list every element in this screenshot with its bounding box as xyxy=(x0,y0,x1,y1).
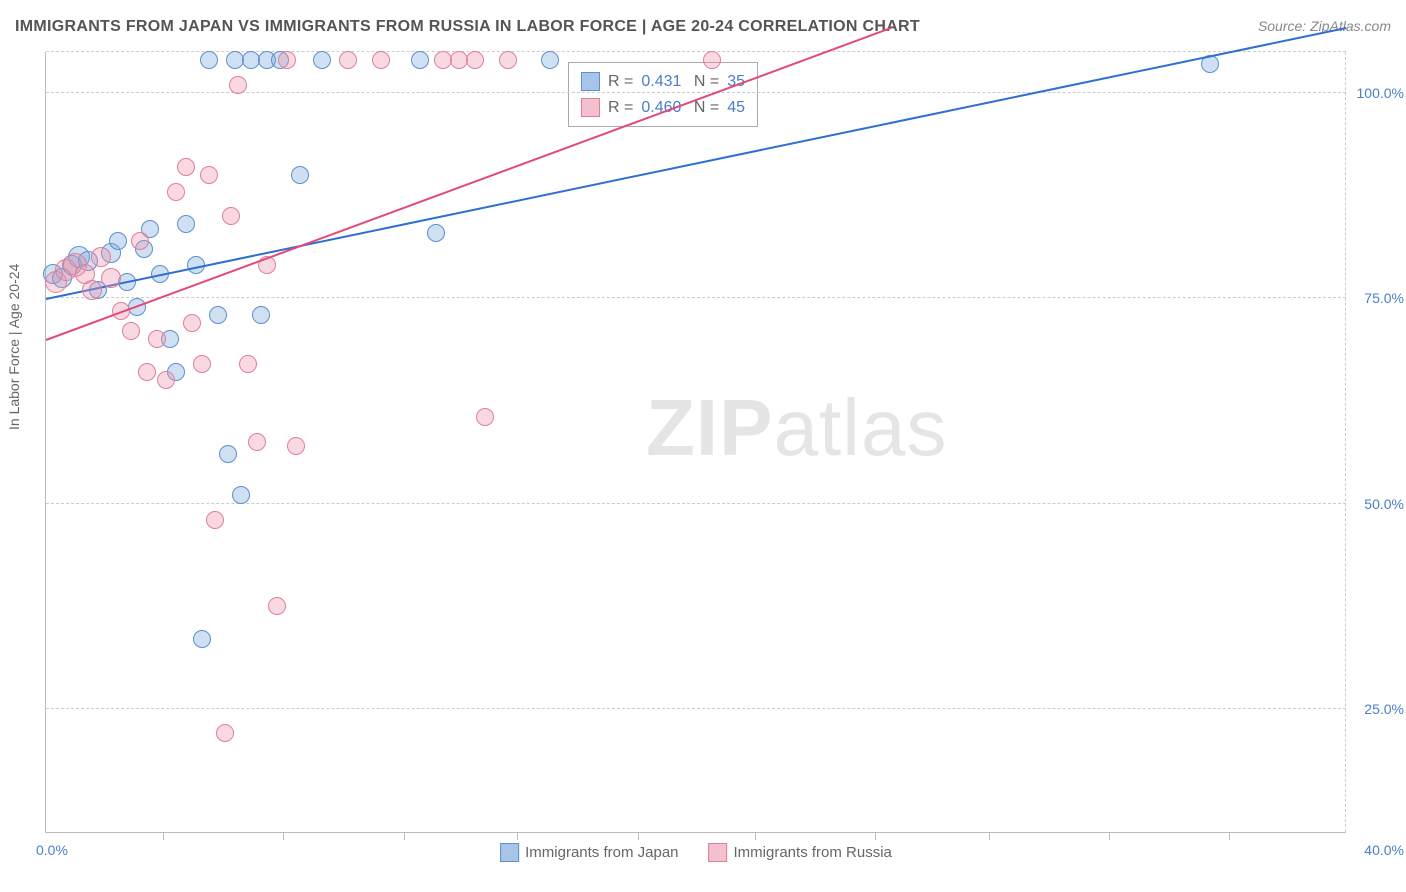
stats-box: R = 0.431 N = 35 R = 0.460 N = 45 xyxy=(568,62,758,127)
legend-swatch-russia xyxy=(709,843,728,862)
data-point xyxy=(541,51,559,69)
data-point xyxy=(219,445,237,463)
x-tick xyxy=(875,832,876,840)
data-point xyxy=(177,158,195,176)
gridline-h xyxy=(46,708,1346,709)
gridline-h xyxy=(46,51,1346,52)
scatter-plot: ZIPatlas 0.0% 40.0% Immigrants from Japa… xyxy=(45,52,1346,833)
data-point xyxy=(248,433,266,451)
data-point xyxy=(91,247,111,267)
data-point xyxy=(157,371,175,389)
x-tick xyxy=(638,832,639,840)
x-tick xyxy=(1109,832,1110,840)
data-point xyxy=(268,597,286,615)
data-point xyxy=(476,408,494,426)
data-point xyxy=(209,306,227,324)
data-point xyxy=(339,51,357,69)
data-point xyxy=(109,232,127,250)
data-point xyxy=(82,280,102,300)
x-tick xyxy=(517,832,518,840)
data-point xyxy=(229,76,247,94)
x-tick xyxy=(755,832,756,840)
data-point xyxy=(148,330,166,348)
legend-item-russia: Immigrants from Russia xyxy=(709,843,892,862)
y-tick-label: 50.0% xyxy=(1352,496,1404,512)
data-point xyxy=(232,486,250,504)
watermark: ZIPatlas xyxy=(646,382,947,474)
y-tick-label: 75.0% xyxy=(1352,290,1404,306)
data-point xyxy=(200,166,218,184)
data-point xyxy=(499,51,517,69)
data-point xyxy=(193,630,211,648)
x-tick-min: 0.0% xyxy=(36,842,68,858)
y-tick-label: 100.0% xyxy=(1352,85,1404,101)
gridline-v xyxy=(1345,52,1346,832)
data-point xyxy=(222,207,240,225)
x-tick-max: 40.0% xyxy=(1364,842,1404,858)
data-point xyxy=(287,437,305,455)
x-tick xyxy=(989,832,990,840)
legend-label-japan: Immigrants from Japan xyxy=(525,844,678,861)
data-point xyxy=(122,322,140,340)
data-point xyxy=(131,232,149,250)
x-tick xyxy=(163,832,164,840)
stats-swatch-japan xyxy=(581,72,600,91)
data-point xyxy=(183,314,201,332)
data-point xyxy=(252,306,270,324)
data-point xyxy=(466,51,484,69)
data-point xyxy=(216,724,234,742)
legend-swatch-japan xyxy=(500,843,519,862)
data-point xyxy=(372,51,390,69)
data-point xyxy=(427,224,445,242)
data-point xyxy=(177,215,195,233)
legend: Immigrants from Japan Immigrants from Ru… xyxy=(500,843,892,862)
data-point xyxy=(200,51,218,69)
data-point xyxy=(703,51,721,69)
y-axis-label: In Labor Force | Age 20-24 xyxy=(6,264,22,430)
r-value-japan: 0.431 xyxy=(641,69,681,95)
x-tick xyxy=(1229,832,1230,840)
data-point xyxy=(101,268,121,288)
data-point xyxy=(313,51,331,69)
stats-swatch-russia xyxy=(581,98,600,117)
data-point xyxy=(193,355,211,373)
gridline-h xyxy=(46,297,1346,298)
data-point xyxy=(206,511,224,529)
data-point xyxy=(138,363,156,381)
data-point xyxy=(278,51,296,69)
x-tick xyxy=(404,832,405,840)
x-tick xyxy=(283,832,284,840)
chart-title: IMMIGRANTS FROM JAPAN VS IMMIGRANTS FROM… xyxy=(15,18,920,35)
legend-label-russia: Immigrants from Russia xyxy=(734,844,892,861)
data-point xyxy=(411,51,429,69)
stats-row-russia: R = 0.460 N = 45 xyxy=(581,95,745,121)
data-point xyxy=(167,183,185,201)
data-point xyxy=(291,166,309,184)
data-point xyxy=(239,355,257,373)
y-tick-label: 25.0% xyxy=(1352,701,1404,717)
legend-item-japan: Immigrants from Japan xyxy=(500,843,678,862)
n-value-russia: 45 xyxy=(727,95,745,121)
